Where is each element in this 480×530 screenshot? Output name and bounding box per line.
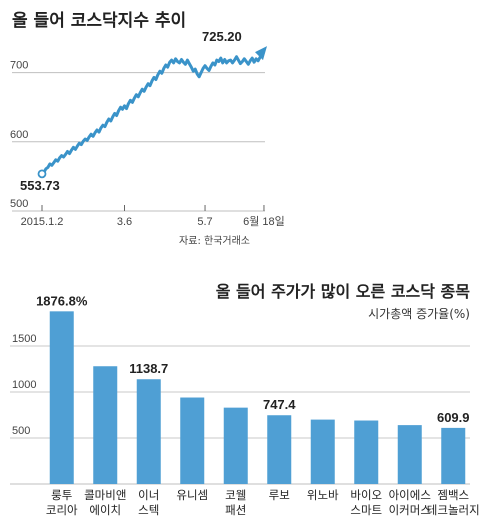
- bar-category-label: 스마트: [350, 503, 382, 517]
- bar: [93, 366, 118, 484]
- bar: [49, 311, 74, 484]
- line-y-axis: 500 600 700: [10, 60, 28, 210]
- line-x-tick-label: 6월 18일: [243, 214, 285, 228]
- bar: [310, 419, 335, 484]
- bar-value-label: 747.4: [263, 397, 296, 412]
- start-point-marker: [37, 169, 47, 179]
- bar: [223, 407, 248, 484]
- bar-category-label: 이너: [138, 488, 159, 502]
- bar-category-label: 에이치: [89, 503, 121, 517]
- bar-category-label: 콜마비앤: [84, 488, 126, 502]
- bar-category-label: 패션: [225, 503, 246, 517]
- line-x-tick-label: 5.7: [197, 216, 212, 228]
- bar-category-label: 룽투: [51, 488, 72, 502]
- bar-series: [49, 311, 466, 484]
- bar: [441, 427, 466, 484]
- line-chart: 올 들어 코스닥지수 추이 500 600 700 2015.1.2 3.6 5.7 6월…: [10, 11, 285, 247]
- bar-value-label: 1138.7: [129, 361, 168, 376]
- bar-category-label: 루보: [269, 488, 290, 502]
- bar-y-tick-label: 1000: [12, 379, 36, 391]
- line-x-tick-label: 2015.1.2: [21, 216, 64, 228]
- line-series: [37, 46, 267, 179]
- bar-category-label: 유니셈: [176, 488, 208, 502]
- index-line: [40, 53, 264, 176]
- end-value-label: 725.20: [202, 29, 242, 44]
- bar-chart: 올 들어 주가가 많이 오른 코스닥 종목 시가총액 증가율(%) 500 100…: [10, 282, 480, 517]
- bar-y-axis: 500 1000 1500: [12, 333, 36, 437]
- bar: [354, 420, 379, 484]
- bar: [267, 415, 292, 484]
- bar-category-label: 이커머스: [389, 503, 431, 517]
- line-y-tick-label: 500: [10, 198, 28, 210]
- bar-value-label: 609.9: [437, 410, 470, 425]
- line-y-tick-label: 700: [10, 60, 28, 72]
- bar-category-label: 젬백스: [437, 488, 469, 502]
- bar-category-label: 코리아: [46, 503, 78, 517]
- bar-y-tick-label: 1500: [12, 333, 36, 345]
- line-chart-title: 올 들어 코스닥지수 추이: [12, 11, 186, 31]
- bar-category-label: 아이에스: [389, 488, 431, 502]
- line-y-tick-label: 600: [10, 129, 28, 141]
- line-gridlines: [12, 72, 265, 212]
- bar-value-label: 1876.8%: [36, 293, 88, 308]
- bar-category-label: 위노바: [307, 488, 339, 502]
- bar-y-tick-label: 500: [12, 425, 30, 437]
- line-x-tick-label: 3.6: [117, 216, 132, 228]
- bar-chart-title: 올 들어 주가가 많이 오른 코스닥 종목: [216, 282, 471, 301]
- bar-chart-subtitle: 시가총액 증가율(%): [368, 307, 470, 321]
- start-value-label: 553.73: [20, 178, 60, 193]
- bar-value-labels: 1876.8% 1138.7 747.4 609.9: [36, 293, 469, 425]
- source-note: 자료: 한국거래소: [179, 235, 250, 247]
- end-arrow-marker: [255, 46, 267, 61]
- bar: [136, 379, 161, 484]
- bar-category-label: 코웰: [225, 488, 246, 502]
- bar-category-label: 테크놀러지: [427, 503, 480, 517]
- bar: [180, 397, 205, 484]
- line-x-axis: 2015.1.2 3.6 5.7 6월 18일: [21, 205, 285, 228]
- bar: [397, 425, 422, 484]
- bar-category-label: 스텍: [138, 503, 159, 517]
- bar-category-label: 바이오: [350, 488, 382, 502]
